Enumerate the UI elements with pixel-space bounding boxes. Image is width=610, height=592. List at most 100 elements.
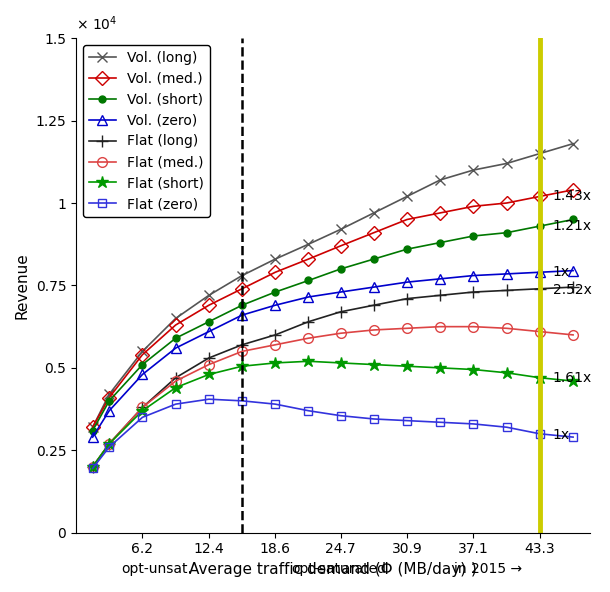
Vol. (med.) xyxy=(337,242,344,249)
Flat (short) xyxy=(437,364,444,371)
Flat (med.) xyxy=(305,334,312,342)
Vol. (med.) xyxy=(305,256,312,263)
Flat (long) xyxy=(337,308,344,316)
Flat (long) xyxy=(503,287,511,294)
Flat (long) xyxy=(89,463,96,470)
Text: 1.21x: 1.21x xyxy=(553,219,592,233)
Vol. (short) xyxy=(239,302,246,309)
Text: opt-saturated: opt-saturated xyxy=(291,562,386,575)
Vol. (short) xyxy=(205,318,212,325)
Vol. (short) xyxy=(89,427,96,434)
Flat (short) xyxy=(139,407,146,414)
Flat (med.) xyxy=(106,440,113,447)
Vol. (med.) xyxy=(172,321,179,329)
Vol. (long) xyxy=(89,424,96,431)
Vol. (med.) xyxy=(271,269,279,276)
Vol. (med.) xyxy=(106,394,113,401)
Vol. (zero) xyxy=(172,345,179,352)
Flat (short) xyxy=(503,369,511,377)
Vol. (long) xyxy=(470,166,477,173)
Vol. (short) xyxy=(470,233,477,240)
Flat (med.) xyxy=(205,361,212,368)
Flat (zero) xyxy=(536,430,544,437)
Vol. (long) xyxy=(437,176,444,184)
Vol. (med.) xyxy=(503,200,511,207)
Vol. (long) xyxy=(139,348,146,355)
Flat (long) xyxy=(239,341,246,348)
Vol. (short) xyxy=(106,397,113,404)
Flat (short) xyxy=(370,361,378,368)
Vol. (med.) xyxy=(437,210,444,217)
Line: Flat (short): Flat (short) xyxy=(87,355,579,473)
Vol. (zero) xyxy=(503,271,511,278)
Vol. (zero) xyxy=(470,272,477,279)
Vol. (short) xyxy=(370,256,378,263)
Flat (med.) xyxy=(403,325,411,332)
Vol. (short) xyxy=(271,288,279,295)
Flat (long) xyxy=(172,374,179,381)
Line: Vol. (med.): Vol. (med.) xyxy=(88,185,578,432)
Line: Vol. (short): Vol. (short) xyxy=(89,216,576,434)
Flat (zero) xyxy=(205,395,212,403)
Vol. (long) xyxy=(205,292,212,299)
Line: Vol. (zero): Vol. (zero) xyxy=(88,266,578,442)
Line: Vol. (long): Vol. (long) xyxy=(88,139,578,432)
Vol. (short) xyxy=(305,277,312,284)
Vol. (med.) xyxy=(205,302,212,309)
Vol. (short) xyxy=(536,223,544,230)
Flat (short) xyxy=(403,363,411,370)
Vol. (long) xyxy=(172,315,179,322)
Flat (short) xyxy=(271,359,279,366)
Flat (med.) xyxy=(271,341,279,348)
Flat (med.) xyxy=(139,404,146,411)
Flat (med.) xyxy=(569,332,576,339)
Flat (long) xyxy=(470,288,477,295)
Flat (med.) xyxy=(437,323,444,330)
Flat (zero) xyxy=(470,420,477,427)
Vol. (med.) xyxy=(470,202,477,210)
Vol. (zero) xyxy=(305,294,312,301)
Vol. (short) xyxy=(337,265,344,272)
Vol. (long) xyxy=(569,140,576,147)
Flat (zero) xyxy=(569,433,576,440)
Text: $\times$ 10$^4$: $\times$ 10$^4$ xyxy=(76,15,117,33)
Vol. (long) xyxy=(239,272,246,279)
Vol. (long) xyxy=(106,391,113,398)
Text: 1.43x: 1.43x xyxy=(553,189,592,204)
Flat (med.) xyxy=(239,348,246,355)
Vol. (med.) xyxy=(403,216,411,223)
Flat (zero) xyxy=(370,416,378,423)
Vol. (short) xyxy=(503,229,511,236)
Flat (short) xyxy=(305,358,312,365)
Vol. (short) xyxy=(139,361,146,368)
Vol. (short) xyxy=(172,334,179,342)
Vol. (long) xyxy=(536,150,544,157)
Flat (short) xyxy=(239,363,246,370)
Flat (long) xyxy=(403,295,411,302)
Vol. (zero) xyxy=(337,288,344,295)
Flat (zero) xyxy=(172,401,179,408)
Vol. (med.) xyxy=(569,186,576,194)
Vol. (long) xyxy=(337,226,344,233)
Text: 2.52x: 2.52x xyxy=(553,284,592,297)
Flat (zero) xyxy=(305,407,312,414)
Vol. (long) xyxy=(403,193,411,200)
Flat (long) xyxy=(536,285,544,292)
Line: Flat (long): Flat (long) xyxy=(87,281,579,473)
Flat (zero) xyxy=(403,417,411,424)
Y-axis label: Revenue: Revenue xyxy=(15,252,30,319)
Flat (long) xyxy=(305,318,312,325)
Flat (med.) xyxy=(172,378,179,385)
Text: opt-unsat.: opt-unsat. xyxy=(121,562,192,575)
Flat (med.) xyxy=(503,325,511,332)
Vol. (med.) xyxy=(239,285,246,292)
Flat (short) xyxy=(569,378,576,385)
Flat (zero) xyxy=(89,465,96,472)
Flat (short) xyxy=(89,463,96,470)
Text: in 2015 →: in 2015 → xyxy=(454,562,523,575)
Flat (zero) xyxy=(239,397,246,404)
Vol. (long) xyxy=(305,241,312,248)
Line: Flat (zero): Flat (zero) xyxy=(88,395,577,472)
Vol. (zero) xyxy=(139,371,146,378)
Vol. (zero) xyxy=(205,328,212,335)
